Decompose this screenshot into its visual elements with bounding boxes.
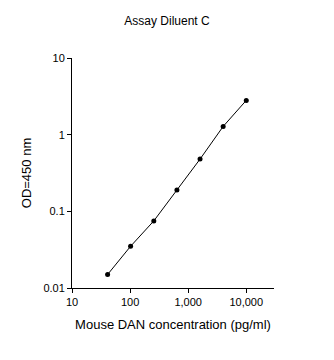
svg-text:1,000: 1,000 [174,296,202,308]
svg-text:10,000: 10,000 [229,296,263,308]
svg-text:1: 1 [59,129,65,141]
svg-text:10: 10 [53,52,65,64]
svg-text:OD=450 nm: OD=450 nm [19,138,34,208]
svg-text:0.01: 0.01 [43,282,64,294]
svg-text:10: 10 [66,296,78,308]
svg-text:Mouse DAN concentration (pg/ml: Mouse DAN concentration (pg/ml) [75,317,271,332]
svg-text:Assay Diluent C: Assay Diluent C [124,14,210,28]
svg-text:0.1: 0.1 [50,205,65,217]
svg-text:100: 100 [121,296,139,308]
